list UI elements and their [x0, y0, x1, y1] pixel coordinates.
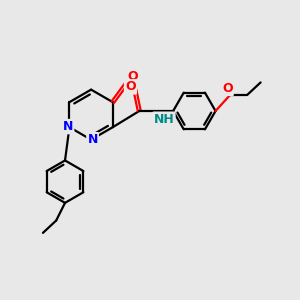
Text: N: N [87, 133, 98, 146]
Text: O: O [127, 70, 138, 83]
Text: O: O [125, 80, 136, 93]
Text: O: O [222, 82, 232, 95]
Text: NH: NH [154, 113, 174, 126]
Text: N: N [63, 120, 73, 133]
